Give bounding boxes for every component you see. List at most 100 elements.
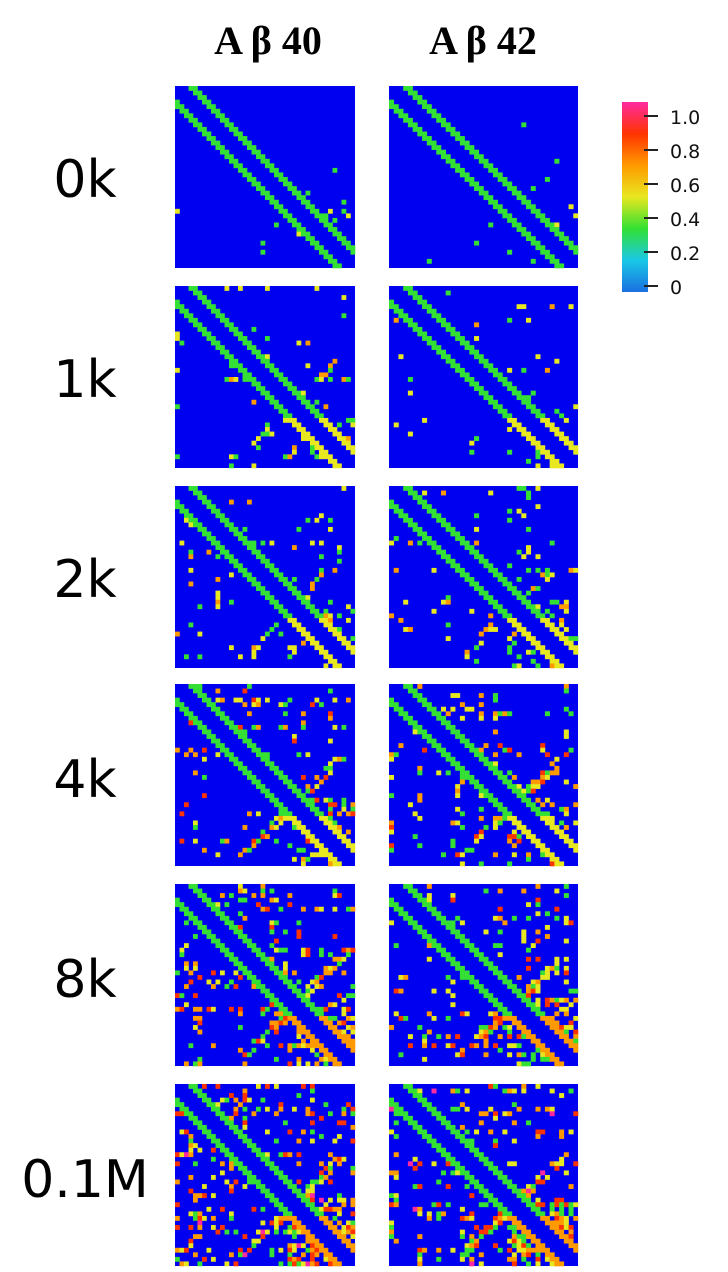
heatmap-cell xyxy=(469,1238,475,1244)
heatmap-cell xyxy=(483,788,489,794)
heatmap-cell xyxy=(310,1084,315,1089)
heatmap-cell xyxy=(389,304,395,310)
heatmap-cell xyxy=(283,213,288,219)
heatmap-cell xyxy=(319,417,324,423)
heatmap-cell xyxy=(483,195,489,201)
heatmap-cell xyxy=(314,577,320,582)
heatmap-cell xyxy=(233,729,239,735)
heatmap-cell xyxy=(492,572,498,578)
heatmap-cell xyxy=(521,631,527,637)
heatmap-cell xyxy=(440,517,446,523)
heatmap-cell xyxy=(417,299,423,305)
heatmap-cell xyxy=(530,208,536,214)
heatmap-cell xyxy=(328,715,333,721)
heatmap-cell xyxy=(319,1006,324,1012)
heatmap-cell xyxy=(229,354,234,360)
heatmap-cell xyxy=(521,1029,527,1035)
heatmap-cell xyxy=(224,715,230,721)
heatmap-cell xyxy=(469,440,475,446)
heatmap-cell xyxy=(516,577,522,582)
heatmap-cell xyxy=(464,545,470,550)
heatmap-cell xyxy=(507,1161,513,1167)
heatmap-cell xyxy=(278,1106,284,1112)
heatmap-cell xyxy=(256,354,261,360)
heatmap-cell xyxy=(224,122,230,128)
heatmap-cell xyxy=(269,888,275,894)
heatmap-cell xyxy=(407,490,413,496)
heatmap-cell xyxy=(474,1034,480,1039)
heatmap-cell xyxy=(422,299,428,305)
heatmap-cell xyxy=(478,1025,484,1030)
heatmap-cell xyxy=(464,970,470,976)
heatmap-cell xyxy=(455,331,461,337)
heatmap-cell xyxy=(507,1011,513,1017)
heatmap-cell xyxy=(502,975,508,980)
heatmap-cell xyxy=(274,1002,279,1008)
heatmap-cell xyxy=(511,1215,517,1221)
heatmap-cell xyxy=(260,190,266,196)
heatmap-cell xyxy=(478,354,484,360)
heatmap-cell xyxy=(464,1243,470,1249)
heatmap-cell xyxy=(478,158,484,164)
heatmap-cell xyxy=(265,834,270,839)
heatmap-cell xyxy=(287,1047,293,1053)
heatmap-cell xyxy=(319,1243,324,1249)
heatmap-cell xyxy=(211,504,216,510)
heatmap-cell xyxy=(507,508,513,514)
heatmap-cell xyxy=(310,1193,315,1199)
heatmap-cell xyxy=(407,1115,413,1121)
heatmap-cell xyxy=(215,508,221,514)
heatmap-cell xyxy=(483,358,489,364)
heatmap-cell xyxy=(224,1115,230,1121)
heatmap-cell xyxy=(274,1220,279,1226)
heatmap-cell xyxy=(502,613,508,619)
heatmap-cell xyxy=(511,622,517,628)
heatmap-cell xyxy=(211,336,216,341)
heatmap-cell xyxy=(211,1175,216,1180)
heatmap-cell xyxy=(274,572,279,578)
heatmap-cell xyxy=(403,911,409,917)
heatmap-cell xyxy=(445,1161,451,1167)
heatmap-cell xyxy=(238,1134,243,1139)
heatmap-cell xyxy=(455,961,461,967)
heatmap-cell xyxy=(287,1184,293,1189)
heatmap-cell xyxy=(179,340,185,346)
heatmap-cell xyxy=(469,608,475,614)
heatmap-cell xyxy=(459,1206,465,1212)
heatmap-cell xyxy=(445,720,451,726)
heatmap-cell xyxy=(450,1156,456,1162)
heatmap-cell xyxy=(464,177,470,182)
heatmap-cell xyxy=(478,829,484,835)
heatmap-cell xyxy=(464,1143,470,1148)
heatmap-cell xyxy=(274,897,279,903)
heatmap-cell xyxy=(242,1093,248,1098)
heatmap-cell xyxy=(502,747,508,753)
heatmap-cell xyxy=(426,1029,432,1035)
heatmap-cell xyxy=(464,1247,470,1253)
heatmap-cell xyxy=(407,1043,413,1049)
heatmap-cell xyxy=(521,793,527,799)
heatmap-cell xyxy=(175,299,180,305)
heatmap-cell xyxy=(229,1165,234,1171)
heatmap-cell xyxy=(341,240,347,246)
heatmap-cell xyxy=(516,793,522,799)
heatmap-cell xyxy=(193,1193,198,1199)
heatmap-cell xyxy=(256,645,261,651)
heatmap-cell xyxy=(224,1120,230,1126)
heatmap-cell xyxy=(328,222,333,228)
heatmap-cell xyxy=(323,1015,329,1021)
heatmap-cell xyxy=(445,522,451,528)
heatmap-cell xyxy=(301,399,306,405)
heatmap-cell xyxy=(287,417,293,423)
heatmap-cell xyxy=(260,1188,266,1194)
heatmap-cell xyxy=(455,693,461,698)
heatmap-cell xyxy=(502,413,508,419)
heatmap-cell xyxy=(247,377,252,382)
heatmap-cell xyxy=(459,1234,465,1239)
heatmap-cell xyxy=(278,811,284,817)
heatmap-cell xyxy=(516,838,522,844)
heatmap-cell xyxy=(328,1165,333,1171)
heatmap-cell xyxy=(474,181,480,187)
heatmap-cell xyxy=(341,440,347,446)
heatmap-cell xyxy=(492,1143,498,1148)
